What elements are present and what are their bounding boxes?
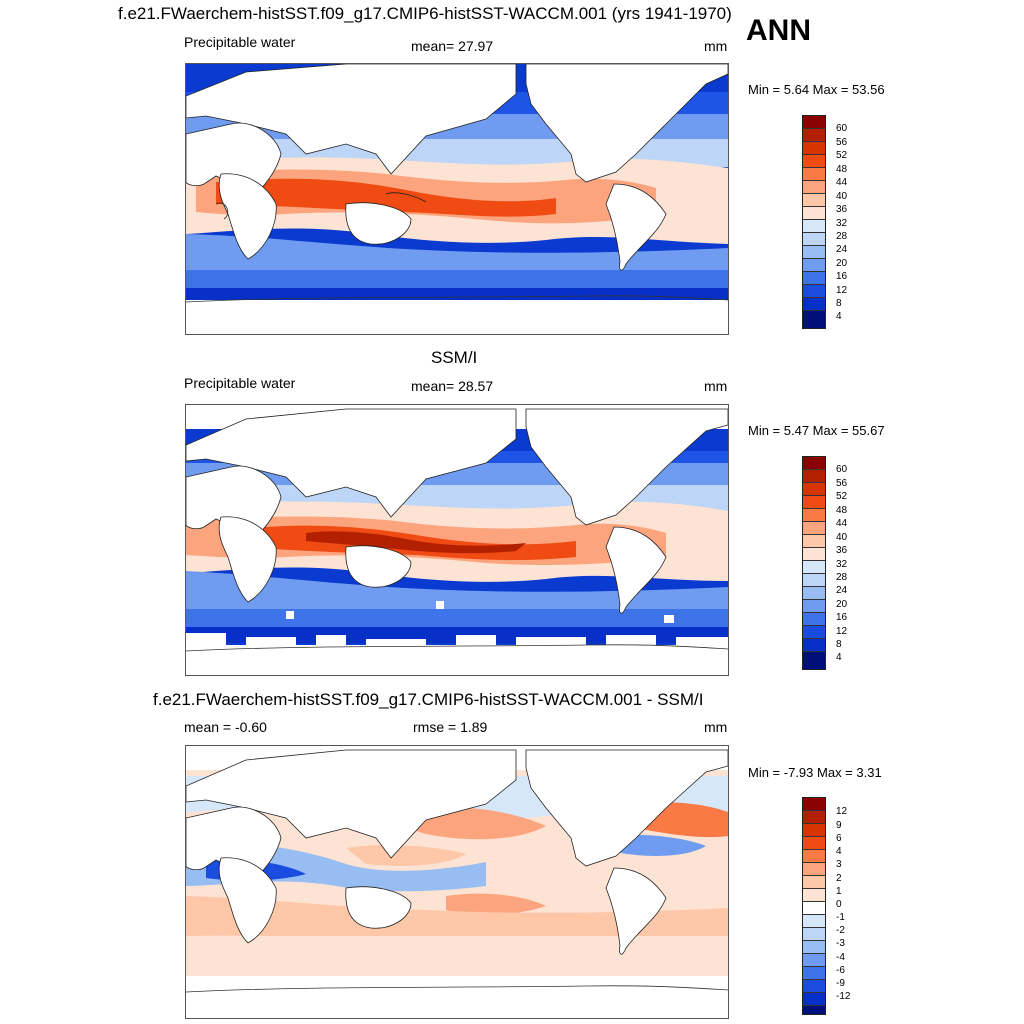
cbar2-tick: 36 (836, 545, 848, 556)
cbar2-tick: 48 (836, 505, 848, 516)
cbar3-tick: -1 (836, 912, 845, 923)
panel3-mean-label: mean = -0.60 (184, 719, 267, 735)
panel2-variable-label: Precipitable water (184, 375, 296, 391)
panel1-map (185, 63, 729, 335)
panel3-minmax: Min = -7.93 Max = 3.31 (748, 765, 882, 780)
cbar1-tick: 52 (836, 150, 848, 161)
cbar2-tick: 12 (836, 626, 848, 637)
panel2-mean-label: mean= 28.57 (411, 378, 494, 394)
cbar1-tick: 12 (836, 285, 848, 296)
cbar1-tick: 48 (836, 164, 848, 175)
cbar3-tick: 0 (836, 899, 842, 910)
season-label: ANN (746, 14, 811, 47)
cbar3-tick: -3 (836, 938, 845, 949)
panel2-colorbar (802, 456, 826, 670)
cbar3-tick: -4 (836, 952, 845, 963)
panel2-title: SSM/I (431, 348, 478, 367)
cbar1-tick: 44 (836, 177, 848, 188)
cbar2-tick: 8 (836, 639, 842, 650)
cbar2-tick: 20 (836, 599, 848, 610)
panel1-mean-label: mean= 27.97 (411, 38, 494, 54)
cbar2-tick: 40 (836, 532, 848, 543)
panel1-title: f.e21.FWaerchem-histSST.f09_g17.CMIP6-hi… (118, 4, 732, 23)
cbar3-tick: 2 (836, 873, 842, 884)
panel2-minmax: Min = 5.47 Max = 55.67 (748, 423, 885, 438)
cbar2-tick: 4 (836, 652, 842, 663)
panel3-colorbar (802, 797, 826, 1015)
cbar2-tick: 52 (836, 491, 848, 502)
panel3-rmse-label: rmse = 1.89 (413, 719, 488, 735)
cbar1-tick: 28 (836, 231, 848, 242)
panel1-colorbar (802, 115, 826, 329)
cbar2-tick: 28 (836, 572, 848, 583)
cbar3-tick: 12 (836, 806, 848, 817)
panel3-map (185, 745, 729, 1019)
cbar3-tick: -2 (836, 925, 845, 936)
cbar1-tick: 60 (836, 123, 848, 134)
cbar3-tick: 1 (836, 886, 842, 897)
cbar3-tick: 6 (836, 833, 842, 844)
cbar2-tick: 32 (836, 559, 848, 570)
cbar1-tick: 56 (836, 137, 848, 148)
cbar2-tick: 16 (836, 612, 848, 623)
cbar1-tick: 36 (836, 204, 848, 215)
cbar1-tick: 40 (836, 191, 848, 202)
cbar3-tick: 4 (836, 846, 842, 857)
cbar3-tick: 3 (836, 859, 842, 870)
cbar3-tick: -9 (836, 978, 845, 989)
cbar2-tick: 24 (836, 585, 848, 596)
panel2-units: mm (704, 378, 728, 394)
cbar1-tick: 16 (836, 271, 848, 282)
cbar3-tick: -6 (836, 965, 845, 976)
cbar2-tick: 60 (836, 464, 848, 475)
panel3-title: f.e21.FWaerchem-histSST.f09_g17.CMIP6-hi… (153, 690, 704, 709)
cbar2-tick: 56 (836, 478, 848, 489)
panel1-minmax: Min = 5.64 Max = 53.56 (748, 82, 885, 97)
cbar1-tick: 4 (836, 311, 842, 322)
panel1-variable-label: Precipitable water (184, 34, 296, 50)
cbar1-tick: 20 (836, 258, 848, 269)
cbar1-tick: 32 (836, 218, 848, 229)
cbar1-tick: 24 (836, 244, 848, 255)
cbar1-tick: 8 (836, 298, 842, 309)
cbar2-tick: 44 (836, 518, 848, 529)
panel1-units: mm (704, 38, 728, 54)
panel2-map (185, 404, 729, 676)
cbar3-tick: -12 (836, 991, 851, 1002)
panel3-units: mm (704, 719, 728, 735)
cbar3-tick: 9 (836, 820, 842, 831)
